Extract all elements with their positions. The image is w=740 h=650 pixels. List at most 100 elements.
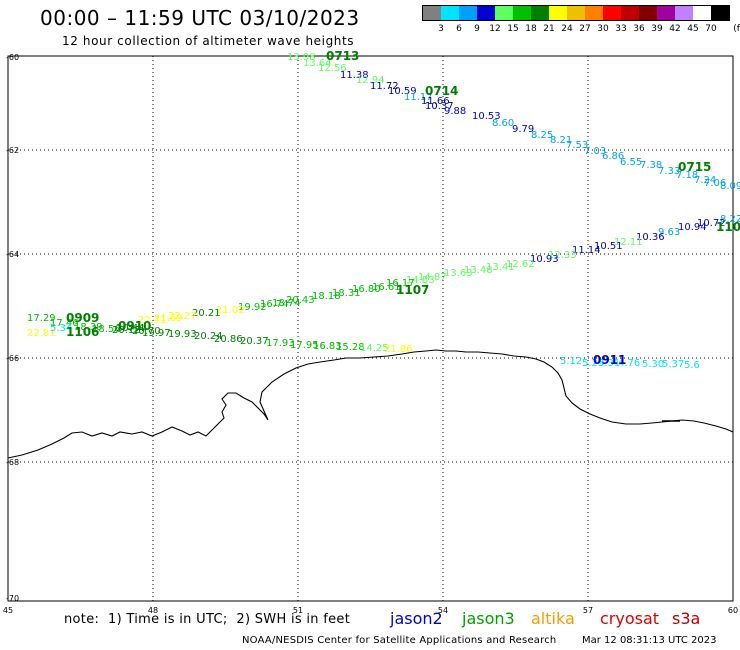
swh-value: 7.06 <box>704 178 726 189</box>
swh-value: 15.28 <box>336 342 365 353</box>
lat-tick-label: -64 <box>6 250 19 259</box>
pass-time-label: 0713 <box>326 49 359 63</box>
swh-value: 20.37 <box>240 336 269 347</box>
color-swatch <box>711 6 729 20</box>
swh-value: 18.39 <box>74 322 103 333</box>
swh-value: 5.34 <box>50 323 72 334</box>
swh-value: 12.11 <box>614 237 643 248</box>
color-swatch <box>621 6 639 20</box>
color-swatch <box>549 6 567 20</box>
swh-value: 11.17 <box>404 92 433 103</box>
color-bar-label: 24 <box>561 24 573 34</box>
swh-value: 13.48 <box>464 265 493 276</box>
color-bar-label: 45 <box>687 24 699 34</box>
lat-tick-label: -66 <box>6 354 19 363</box>
swh-value: 10.93 <box>530 254 559 265</box>
swh-value: 7.33 <box>658 166 680 177</box>
swh-value: 4.76 <box>618 358 640 369</box>
satellite-jason2: jason2 <box>390 609 443 628</box>
swh-value: 12.94 <box>356 75 385 86</box>
color-bar-label: 18 <box>525 24 537 34</box>
swh-value: 19.93 <box>168 329 197 340</box>
antarctic-coastline <box>7 349 734 459</box>
lon-tick-label: 48 <box>148 606 158 615</box>
swh-value: 7.24 <box>694 175 716 186</box>
lat-tick-label: -68 <box>6 458 19 467</box>
color-swatch <box>693 6 711 20</box>
color-swatch <box>585 6 603 20</box>
pass-time-label: 0714 <box>425 84 458 98</box>
color-swatch <box>477 6 495 20</box>
swh-value: 20.86 <box>214 334 243 345</box>
swh-value: 9.79 <box>512 124 534 135</box>
color-swatch <box>423 6 441 20</box>
swh-value: 22.71 <box>138 315 167 326</box>
swh-value: 5.12 <box>560 356 582 367</box>
satellite-altika: altika <box>531 609 575 628</box>
color-bar-label: 3 <box>438 24 444 34</box>
pass-time-label: 1107 <box>396 283 429 297</box>
color-bar-label: 33 <box>615 24 627 34</box>
color-bar-label: 15 <box>507 24 519 34</box>
pass-time-label: 0910 <box>118 319 151 333</box>
pass-time-label: 0911 <box>593 353 626 367</box>
swh-value: 18.74 <box>272 298 301 309</box>
swh-value: 8.09 <box>720 181 740 192</box>
color-swatch <box>459 6 477 20</box>
color-bar-label: 36 <box>633 24 645 34</box>
lon-tick-label: 45 <box>3 606 13 615</box>
swh-value: 9.63 <box>658 227 680 238</box>
swh-value: 16.74 <box>260 299 289 310</box>
swh-value: 19.97 <box>142 328 171 339</box>
swh-value: 14.83 <box>406 275 435 286</box>
swh-value: 17.95 <box>290 340 319 351</box>
map-frame <box>7 55 734 602</box>
swh-value: 7.53 <box>566 140 588 151</box>
swh-value: 10.36 <box>636 232 665 243</box>
swh-value: 8.25 <box>531 130 553 141</box>
pass-time-label: 1106 <box>66 325 99 339</box>
swh-value: 8.60 <box>492 118 514 129</box>
color-swatch <box>513 6 531 20</box>
swh-value: 22.81 <box>27 328 56 339</box>
swh-value: 8.22 <box>720 214 740 225</box>
swh-value: 11.66 <box>421 96 450 107</box>
swh-value: 22.27 <box>168 311 197 322</box>
footer-note: note: 1) Time is in UTC; 2) SWH is in fe… <box>64 612 351 627</box>
swh-value: 5.37 <box>662 359 684 370</box>
color-bar-label: 42 <box>669 24 681 34</box>
swh-value: 21.86 <box>384 344 413 355</box>
satellite-jason3: jason3 <box>462 609 515 628</box>
lat-tick-label: -70 <box>6 594 19 603</box>
swh-value: 17.93 <box>266 338 295 349</box>
lon-tick-label: 60 <box>728 606 738 615</box>
lat-tick-label: -62 <box>6 146 19 155</box>
swh-value: 13.63 <box>444 268 473 279</box>
lon-tick-label: 54 <box>438 606 448 615</box>
pass-time-label: 0909 <box>66 311 99 325</box>
footer-timestamp: Mar 12 08:31:13 UTC 2023 <box>582 635 717 646</box>
color-bar-label: 6 <box>456 24 462 34</box>
color-bar-label: 27 <box>579 24 591 34</box>
color-swatch <box>495 6 513 20</box>
satellite-s3a: s3a <box>672 609 701 628</box>
swh-value: 13.64 <box>303 58 332 69</box>
track-labels: 13.9813.6412.5611.3812.9411.7210.5911.17… <box>27 49 740 371</box>
color-swatch <box>441 6 459 20</box>
color-bar-label: 12 <box>489 24 501 34</box>
swh-value: 7.03 <box>584 146 606 157</box>
color-bar-label: 21 <box>543 24 555 34</box>
swh-value: 11.38 <box>340 70 369 81</box>
swh-value: 16.83 <box>313 341 342 352</box>
color-swatch <box>531 6 549 20</box>
swh-value: 5.31 <box>598 358 620 369</box>
color-swatch <box>567 6 585 20</box>
page-title: 00:00 – 11:59 UTC 03/10/2023 <box>40 6 360 30</box>
swh-value: 10.72 <box>697 218 726 229</box>
swh-value: 10.51 <box>594 241 623 252</box>
lon-tick-label: 51 <box>293 606 303 615</box>
swh-value: 14.87 <box>418 272 447 283</box>
color-bar-unit: (ft) <box>733 24 740 34</box>
